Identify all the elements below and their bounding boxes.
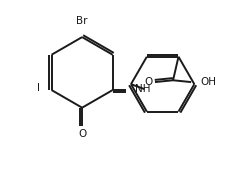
- Text: Br: Br: [76, 16, 88, 26]
- Text: NH: NH: [135, 84, 150, 94]
- Text: I: I: [37, 83, 40, 93]
- Text: OH: OH: [200, 77, 216, 87]
- Text: O: O: [78, 129, 86, 139]
- Text: O: O: [144, 77, 153, 87]
